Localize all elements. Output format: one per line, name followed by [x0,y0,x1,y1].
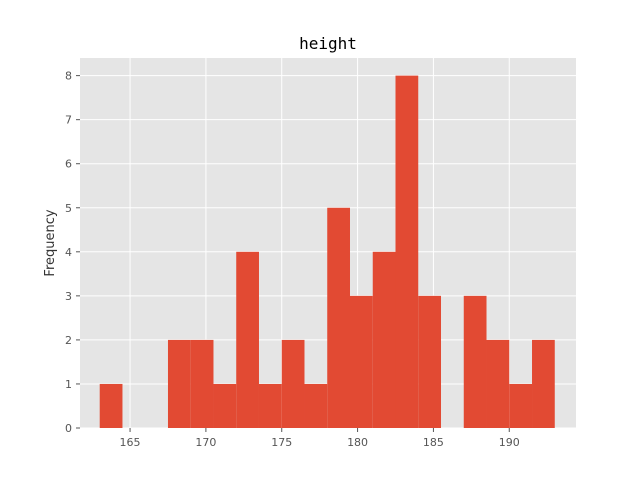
x-tick-label: 165 [120,436,141,449]
histogram-bar [509,383,533,428]
x-tick-label: 170 [195,436,216,449]
x-tick-label: 175 [271,436,292,449]
chart-title: height [299,34,357,53]
histogram-bar [418,295,442,428]
y-tick-label: 5 [65,202,72,215]
y-axis-ticks: 0 1 2 3 4 5 6 7 8 [65,70,80,435]
bars [99,75,555,428]
histogram-bar [304,383,328,428]
y-tick-label: 3 [65,290,72,303]
y-tick-label: 4 [65,246,72,259]
x-tick-label: 180 [347,436,368,449]
histogram-bar [190,339,214,428]
y-tick-label: 7 [65,114,72,127]
y-axis-label: Frequency [43,209,58,276]
histogram-bar [486,339,510,428]
x-tick-label: 185 [423,436,444,449]
histogram-bar [372,251,396,428]
x-axis-ticks: 165 170 175 180 185 190 [120,428,520,449]
histogram-bar [349,295,373,428]
histogram-bar [99,383,123,428]
histogram-bar [213,383,237,428]
histogram-bar [463,295,487,428]
y-tick-label: 6 [65,158,72,171]
y-tick-label: 1 [65,378,72,391]
histogram-bar [395,75,419,428]
y-tick-label: 8 [65,70,72,83]
histogram-bar [236,251,259,428]
histogram-bar [167,339,191,428]
histogram-bar [532,339,555,428]
y-tick-label: 2 [65,334,72,347]
x-tick-label: 190 [499,436,520,449]
histogram-bar [281,339,305,428]
histogram-bar [258,383,282,428]
y-tick-label: 0 [65,422,72,435]
histogram-bar [327,207,350,428]
